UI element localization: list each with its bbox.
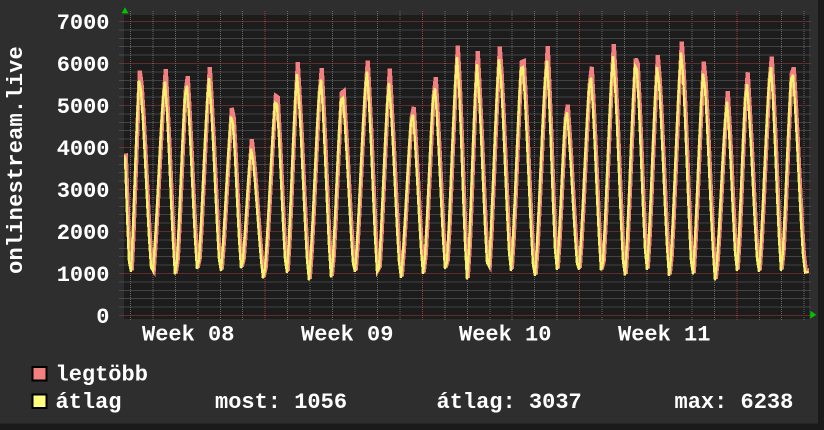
svg-text:Week 08: Week 08 xyxy=(142,322,234,347)
svg-text:4000: 4000 xyxy=(57,137,110,162)
svg-text:5000: 5000 xyxy=(57,95,110,120)
svg-text:max: 6238: max: 6238 xyxy=(675,390,794,415)
svg-text:0: 0 xyxy=(96,305,109,330)
svg-text:Week 10: Week 10 xyxy=(459,322,551,347)
svg-text:3000: 3000 xyxy=(57,179,110,204)
svg-text:Week 09: Week 09 xyxy=(301,322,393,347)
svg-text:átlag: átlag xyxy=(56,390,122,415)
svg-text:átlag: 3037: átlag: 3037 xyxy=(437,390,582,415)
svg-text:6000: 6000 xyxy=(57,53,110,78)
svg-text:1000: 1000 xyxy=(57,263,110,288)
svg-text:Week 11: Week 11 xyxy=(618,322,710,347)
svg-text:onlinestream.live: onlinestream.live xyxy=(4,46,29,274)
svg-text:most: 1056: most: 1056 xyxy=(215,390,347,415)
svg-text:2000: 2000 xyxy=(57,221,110,246)
svg-text:7000: 7000 xyxy=(57,11,110,36)
svg-text:legtöbb: legtöbb xyxy=(56,363,148,388)
